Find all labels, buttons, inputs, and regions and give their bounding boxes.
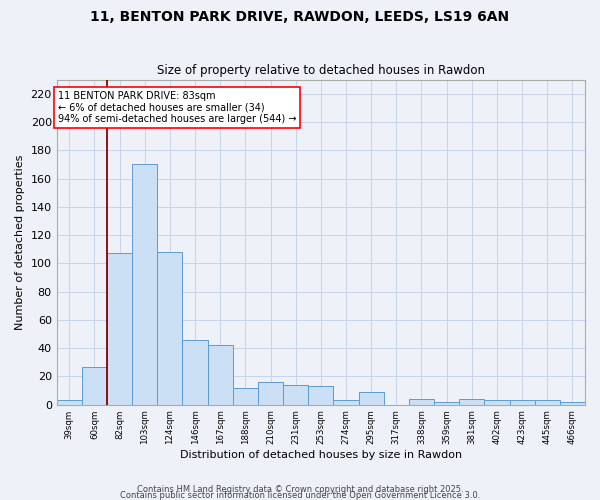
X-axis label: Distribution of detached houses by size in Rawdon: Distribution of detached houses by size … <box>180 450 462 460</box>
Bar <box>56 400 82 404</box>
Bar <box>509 400 535 404</box>
Bar <box>233 388 258 404</box>
Bar <box>434 402 459 404</box>
Text: Contains public sector information licensed under the Open Government Licence 3.: Contains public sector information licen… <box>120 490 480 500</box>
Bar <box>459 399 484 404</box>
Y-axis label: Number of detached properties: Number of detached properties <box>15 154 25 330</box>
Bar <box>107 254 132 404</box>
Bar <box>484 400 509 404</box>
Bar <box>409 399 434 404</box>
Bar <box>258 382 283 404</box>
Bar <box>132 164 157 404</box>
Bar <box>157 252 182 404</box>
Bar <box>182 340 208 404</box>
Bar <box>359 392 384 404</box>
Text: 11, BENTON PARK DRIVE, RAWDON, LEEDS, LS19 6AN: 11, BENTON PARK DRIVE, RAWDON, LEEDS, LS… <box>91 10 509 24</box>
Title: Size of property relative to detached houses in Rawdon: Size of property relative to detached ho… <box>157 64 485 77</box>
Bar <box>560 402 585 404</box>
Bar <box>334 400 359 404</box>
Bar <box>308 386 334 404</box>
Bar <box>82 366 107 405</box>
Text: Contains HM Land Registry data © Crown copyright and database right 2025.: Contains HM Land Registry data © Crown c… <box>137 485 463 494</box>
Bar <box>535 400 560 404</box>
Bar <box>283 385 308 404</box>
Text: 11 BENTON PARK DRIVE: 83sqm
← 6% of detached houses are smaller (34)
94% of semi: 11 BENTON PARK DRIVE: 83sqm ← 6% of deta… <box>58 91 296 124</box>
Bar <box>208 346 233 405</box>
